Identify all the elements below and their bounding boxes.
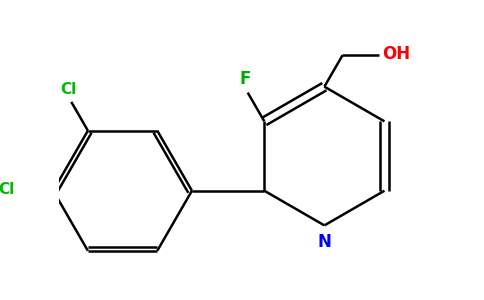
Text: Cl: Cl: [0, 182, 14, 197]
Text: N: N: [318, 232, 332, 250]
Text: Cl: Cl: [60, 82, 76, 97]
Text: F: F: [239, 70, 250, 88]
Text: OH: OH: [382, 45, 410, 63]
